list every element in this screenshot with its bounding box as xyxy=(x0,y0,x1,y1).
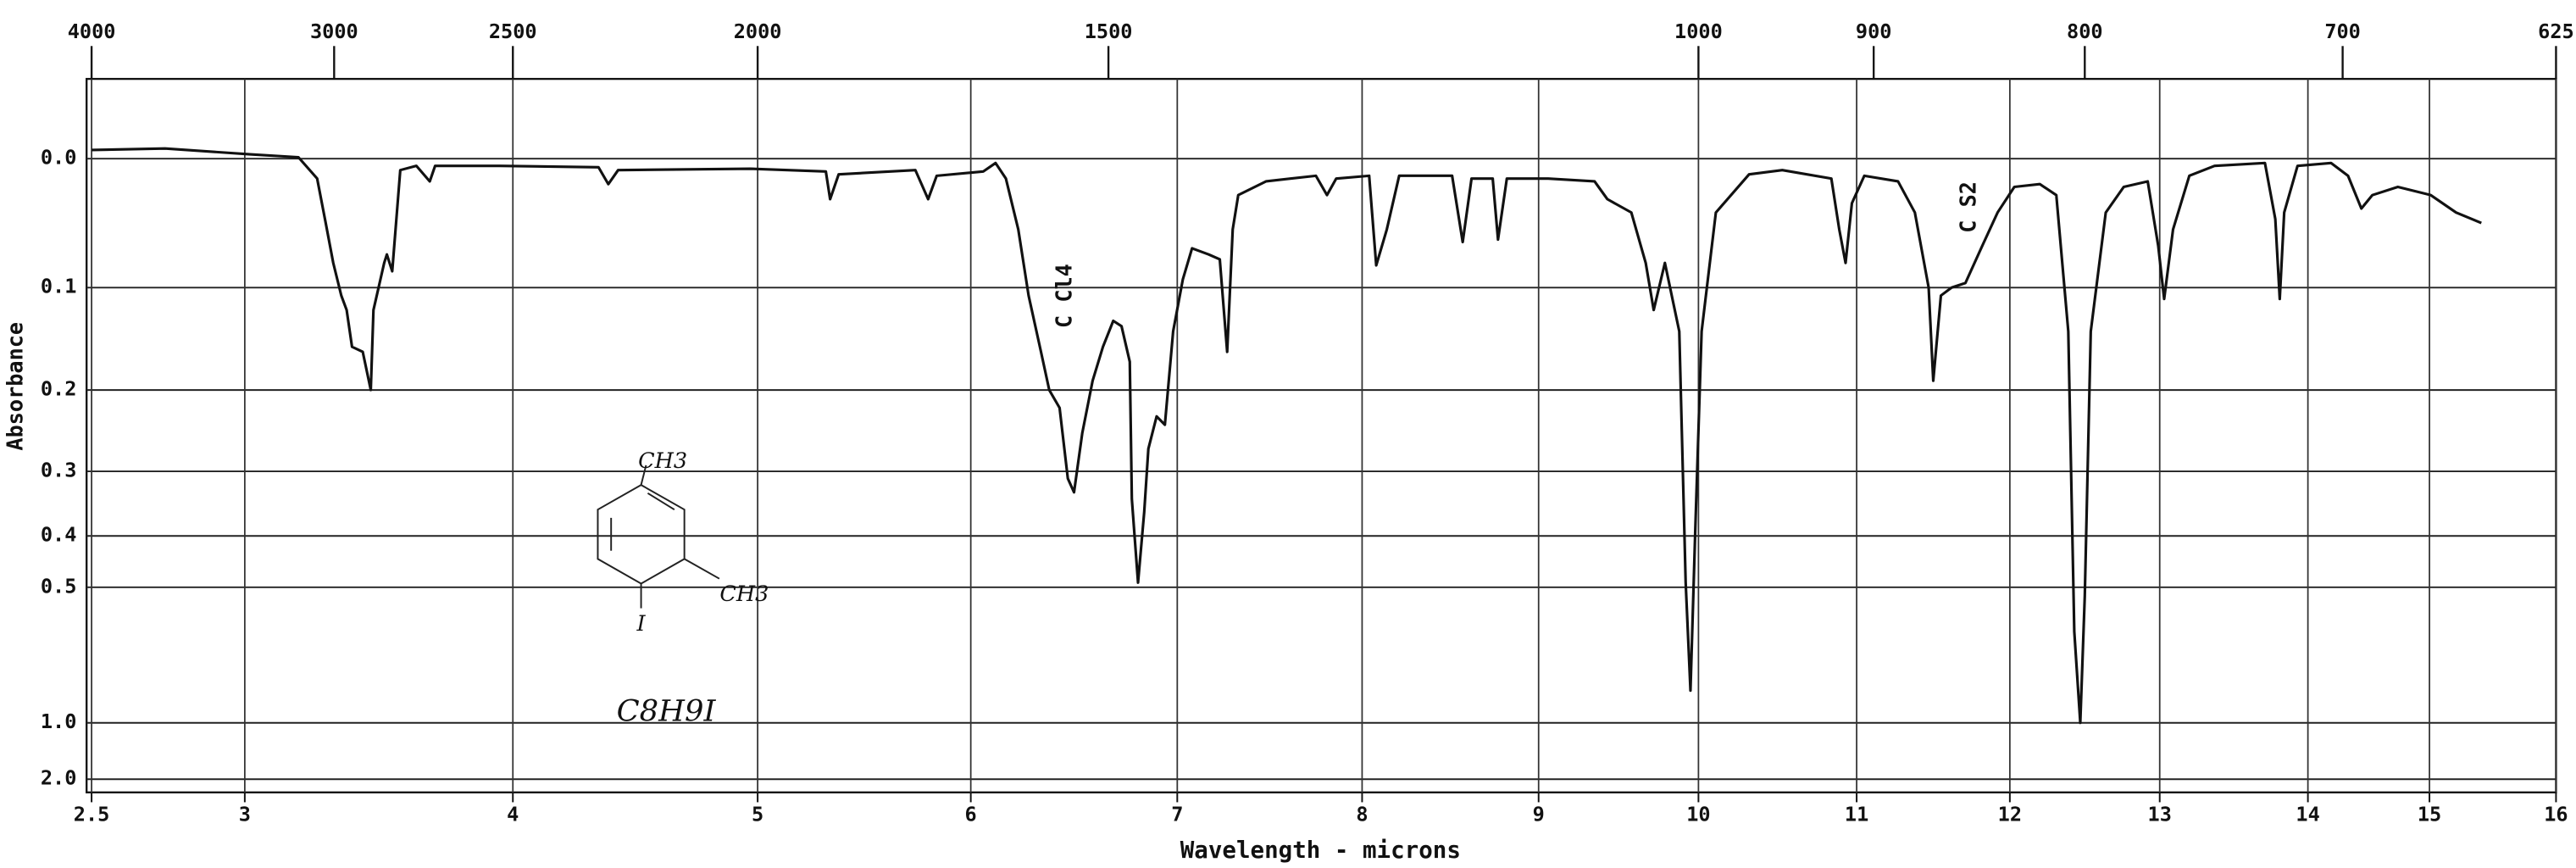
x-tick-label: 16 xyxy=(2544,803,2568,826)
y-tick-label: 0.1 xyxy=(41,275,77,298)
x-tick-label: 13 xyxy=(2148,803,2172,826)
spectrum-line xyxy=(92,147,2482,725)
y-tick-label: 0.3 xyxy=(41,459,77,482)
x-tick-label: 2.5 xyxy=(74,803,110,826)
y-tick-label: 2.0 xyxy=(41,766,77,790)
x-tick-label: 14 xyxy=(2296,803,2319,826)
x-tick-label: 15 xyxy=(2418,803,2441,826)
y-tick-label: 1.0 xyxy=(41,709,77,733)
x2-tick-label: 1000 xyxy=(1674,19,1723,43)
x-tick-label: 4 xyxy=(507,803,519,826)
substituent-bond xyxy=(640,465,647,486)
x2-tick-label: 900 xyxy=(1856,19,1892,43)
x-tick-label: 6 xyxy=(965,803,977,826)
annotation: C S2 xyxy=(1956,181,1981,233)
annotation: CH3 xyxy=(719,581,769,606)
y-tick-label: 0.0 xyxy=(41,146,77,170)
annotation: C8H9I xyxy=(617,694,717,729)
x2-tick-label: 1500 xyxy=(1085,19,1133,43)
y-tick-label: 0.5 xyxy=(41,574,77,598)
x2-tick-label: 800 xyxy=(2067,19,2103,43)
x-axis-label: Wavelength - microns xyxy=(1180,837,1461,864)
x2-tick-label: 700 xyxy=(2324,19,2361,43)
x-tick-label: 9 xyxy=(1533,803,1545,826)
ring-bond xyxy=(647,492,675,511)
x-tick-label: 11 xyxy=(1845,803,1868,826)
y-tick-label: 0.2 xyxy=(41,377,77,401)
x2-tick-label: 2500 xyxy=(489,19,537,43)
x2-tick-label: 3000 xyxy=(310,19,358,43)
substituent-bond xyxy=(684,558,720,580)
y-axis-label: Absorbance xyxy=(3,322,28,451)
x-tick-label: 7 xyxy=(1171,803,1183,826)
x-tick-label: 5 xyxy=(752,803,763,826)
x-tick-label: 8 xyxy=(1356,803,1368,826)
annotation: I xyxy=(636,610,647,636)
x2-tick-label: 625 xyxy=(2538,19,2574,43)
y-tick-label: 0.4 xyxy=(41,523,77,547)
annotation: C Cl4 xyxy=(1052,264,1077,328)
x2-tick-label: 4000 xyxy=(68,19,116,43)
x2-tick-label: 2000 xyxy=(734,19,782,43)
x-tick-label: 12 xyxy=(1998,803,2022,826)
x-tick-label: 3 xyxy=(239,803,251,826)
x-tick-label: 10 xyxy=(1686,803,1710,826)
annotation: CH3 xyxy=(638,448,687,473)
